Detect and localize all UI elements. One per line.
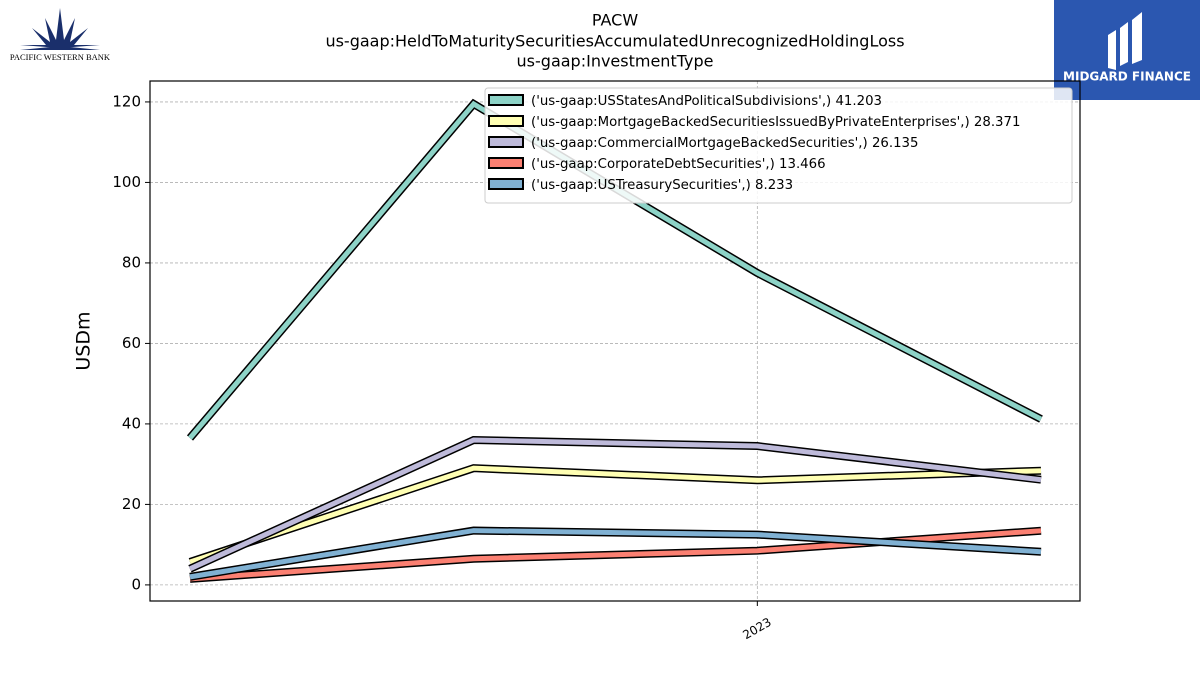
y-tick-label: 60 — [122, 334, 141, 352]
logo-emblem — [1108, 12, 1142, 70]
y-tick-label: 120 — [112, 92, 141, 110]
logo-emblem — [20, 8, 100, 50]
y-tick-label: 100 — [112, 173, 141, 191]
line — [189, 465, 1042, 565]
legend-swatch — [488, 136, 524, 148]
legend-swatch — [488, 178, 524, 190]
legend-swatch — [488, 157, 524, 169]
legend-label: ('us-gaap:MortgageBackedSecuritiesIssued… — [531, 115, 1020, 130]
logo-text: MIDGARD FINANCE — [1063, 70, 1191, 84]
legend-swatch — [488, 94, 524, 106]
y-tick-label: 80 — [122, 253, 141, 271]
legend-label: ('us-gaap:CorporateDebtSecurities',) 13.… — [531, 157, 826, 172]
logo-text: PACIFIC WESTERN BANK — [10, 52, 111, 62]
y-tick-label: 0 — [131, 575, 141, 593]
left-logo: PACIFIC WESTERN BANK — [10, 8, 111, 62]
legend-box — [484, 87, 1073, 204]
chart-title: PACW — [592, 11, 638, 30]
legend-label: ('us-gaap:USTreasurySecurities',) 8.233 — [531, 178, 793, 193]
plot-frame — [149, 80, 1081, 602]
right-logo: MIDGARD FINANCE — [1054, 0, 1200, 100]
legend-label: ('us-gaap:CommercialMortgageBackedSecuri… — [531, 136, 918, 151]
chart-title: us-gaap:InvestmentType — [517, 52, 714, 71]
legend: ('us-gaap:USStatesAndPoliticalSubdivisio… — [484, 87, 1073, 204]
y-axis-label: USDm — [73, 311, 95, 370]
chart-title: us-gaap:HeldToMaturitySecuritiesAccumula… — [325, 32, 904, 51]
y-tick-label: 40 — [122, 414, 141, 432]
legend-label: ('us-gaap:USStatesAndPoliticalSubdivisio… — [531, 94, 882, 109]
line — [189, 528, 1042, 580]
x-tick-label: 2023 — [740, 615, 773, 642]
legend-swatch — [488, 115, 524, 127]
y-tick-label: 20 — [122, 495, 141, 513]
line — [188, 437, 1042, 572]
